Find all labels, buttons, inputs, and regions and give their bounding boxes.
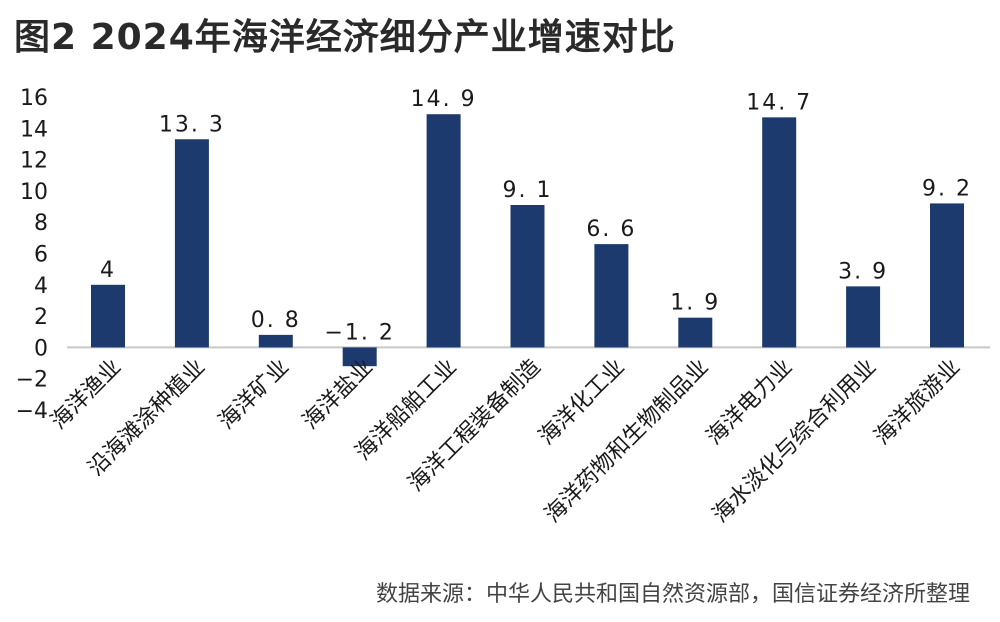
y-tick-label: −2 [16, 368, 48, 393]
value-label: 4 [100, 258, 116, 283]
y-tick-label: 12 [20, 149, 48, 174]
y-tick-label: 6 [34, 243, 48, 268]
bar [846, 286, 881, 348]
data-source-note: 数据来源：中华人民共和国自然资源部，国信证券经济所整理 [375, 582, 970, 607]
y-tick-label: 16 [20, 86, 48, 111]
bar [174, 139, 209, 348]
value-label: 1. 9 [670, 291, 720, 316]
y-tick-label: 2 [34, 305, 48, 330]
value-label: 0. 8 [251, 308, 301, 333]
chart-title: 图2 2024年海洋经济细分产业增速对比 [14, 17, 676, 58]
value-label: 3. 9 [838, 259, 888, 284]
y-tick-label: −4 [16, 399, 48, 424]
category-label: 海洋矿业 [214, 355, 294, 435]
bar [762, 117, 797, 348]
y-axis: 16 14 12 10 8 6 4 2 0 −2 −4 [16, 86, 48, 424]
bar [678, 317, 713, 348]
value-label: 13. 3 [159, 112, 225, 137]
value-label: 9. 2 [922, 176, 972, 201]
category-label: 海洋盐业 [298, 355, 378, 435]
y-tick-label: 0 [34, 336, 48, 361]
y-tick-label: 8 [34, 211, 48, 236]
value-label: −1. 2 [324, 320, 394, 345]
category-label: 海水淡化与综合利用业 [708, 355, 881, 528]
bar [91, 284, 125, 348]
bars [91, 114, 964, 367]
category-label: 海洋旅游业 [870, 355, 965, 450]
bar [594, 244, 629, 348]
value-label: 9. 1 [503, 178, 553, 203]
category-label: 海洋渔业 [46, 355, 126, 435]
category-label: 海洋药物和生物制品业 [540, 355, 713, 528]
y-tick-label: 4 [34, 274, 48, 299]
value-label: 14. 9 [411, 87, 477, 112]
bar [342, 347, 377, 367]
y-tick-label: 14 [20, 117, 48, 142]
bar [930, 203, 964, 348]
value-labels: 4 13. 3 0. 8 −1. 2 14. 9 9. 1 6. 6 1. 9 14. 7 3. … [100, 87, 972, 345]
value-label: 14. 7 [746, 90, 812, 115]
y-tick-label: 10 [20, 180, 48, 205]
bar [258, 334, 293, 348]
bar [426, 114, 461, 348]
value-label: 6. 6 [586, 217, 636, 242]
bar [510, 204, 545, 348]
